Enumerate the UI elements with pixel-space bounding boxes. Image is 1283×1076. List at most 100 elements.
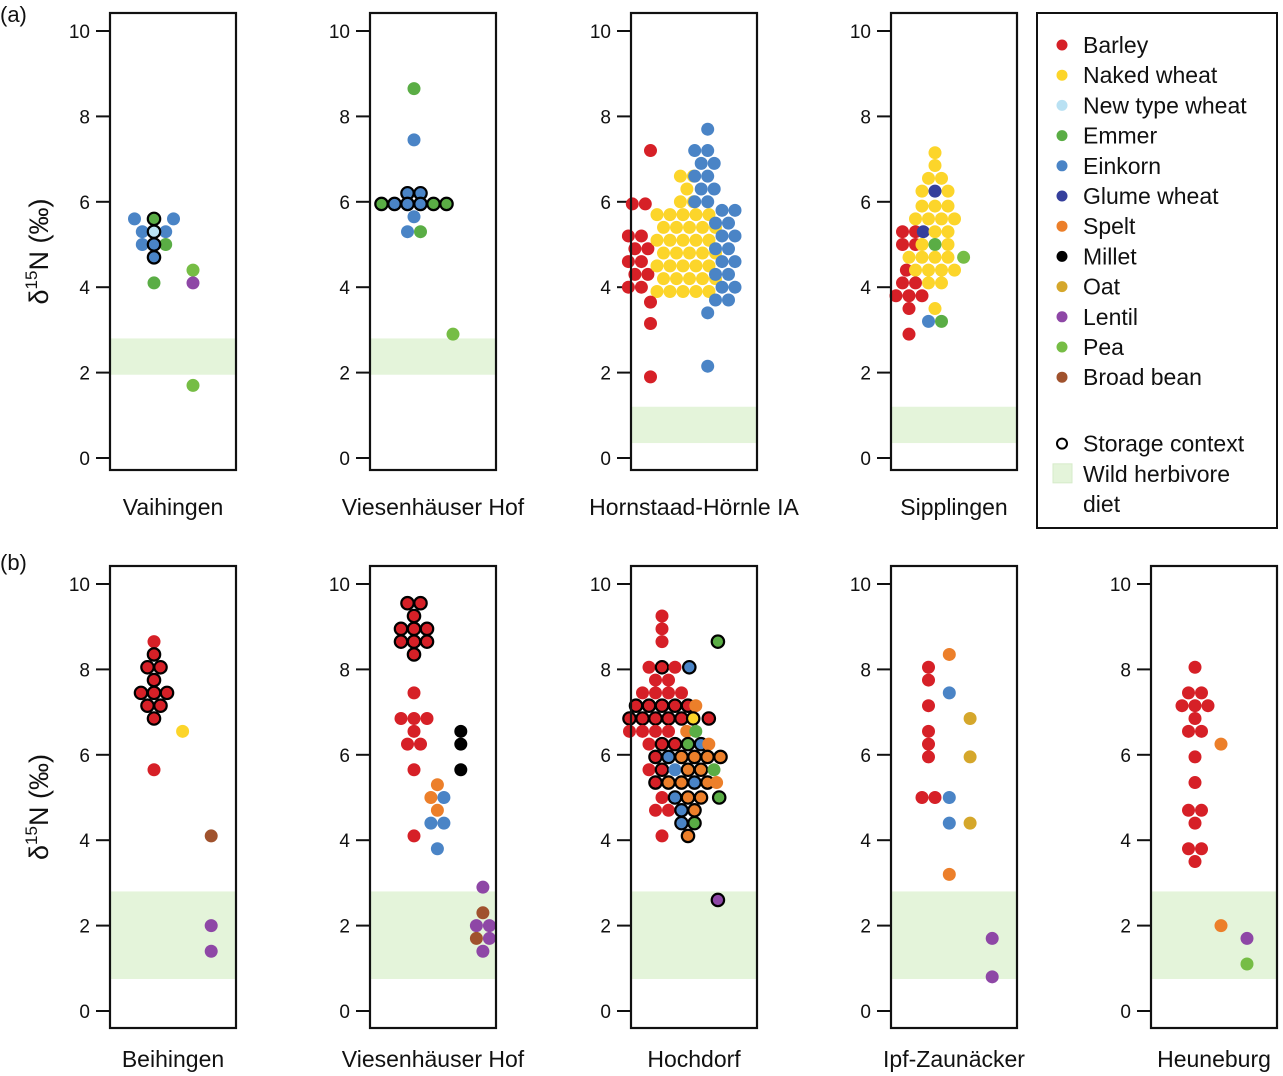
legend-marker-einkorn [1056,160,1068,172]
data-point-barley [662,686,675,700]
data-point-lentil [204,944,218,958]
data-point-barley [406,647,422,662]
wild-herbivore-band [891,891,1017,979]
data-point-naked-wheat [922,171,935,185]
y-tick-label: 2 [1120,917,1131,938]
data-point-millet [454,763,468,777]
data-point-naked-wheat [948,263,961,277]
data-point-emmer [935,314,948,328]
y-tick-label: 6 [1120,746,1131,767]
data-point-glume-wheat [928,184,942,198]
data-point-barley [922,737,935,751]
data-point-barley [655,635,669,649]
data-point-barley [922,699,935,713]
panel-frame [368,11,498,472]
data-point-einkorn [715,255,729,269]
data-point-barley [406,608,422,624]
y-tick-label: 0 [339,1002,350,1023]
data-point-barley [922,673,935,687]
data-point-einkorn [701,306,715,320]
y-tick-label: 10 [590,22,611,43]
y-tick-label: 8 [860,660,871,681]
data-point-spelt [674,775,689,790]
data-point-pea [446,327,460,341]
panel-tag: (b) [0,550,27,575]
data-point-einkorn [400,196,415,212]
data-point-einkorn [922,314,935,328]
data-point-naked-wheat [676,208,690,222]
y-tick-label: 8 [1120,660,1131,681]
data-point-naked-wheat [176,724,190,738]
data-point-emmer [707,763,721,777]
data-point-lentil [186,276,200,290]
data-point-emmer [159,238,173,251]
legend-label: Glume wheat [1083,183,1219,209]
panel-frame [108,11,238,472]
data-point-naked-wheat [902,250,916,264]
data-point-barley [655,791,669,804]
data-point-barley [922,750,935,764]
data-point-barley [641,698,657,713]
data-point-barley [420,712,434,726]
data-point-barley [636,724,649,738]
y-tick-label: 4 [79,278,90,299]
data-point-einkorn [722,216,735,230]
legend-label: Broad bean [1083,364,1202,390]
data-point-naked-wheat [657,220,670,234]
data-point-einkorn [437,791,451,804]
data-point-naked-wheat [941,250,955,264]
data-point-einkorn [728,229,742,243]
legend-label: diet [1083,491,1121,517]
data-point-barley [661,711,676,726]
data-point-naked-wheat [689,208,703,222]
data-point-lentil [204,919,218,933]
data-point-barley [649,673,662,687]
data-point-barley [634,255,648,269]
y-tick-label: 6 [339,193,350,214]
data-point-einkorn [709,242,722,256]
data-point-spelt [702,737,716,751]
y-tick-label: 0 [860,1002,871,1023]
y-tick-label: 6 [79,746,90,767]
data-point-einkorn [722,293,735,307]
wild-herbivore-band [110,338,236,375]
data-point-einkorn [688,195,702,209]
data-point-spelt [680,828,696,844]
data-point-lentil [469,919,483,933]
site-label: Heuneburg [1157,1046,1271,1072]
panel-frame [1149,564,1279,1030]
data-point-einkorn [707,182,721,196]
data-point-broad-bean [204,829,218,843]
data-point-einkorn [701,169,715,183]
data-point-lentil [476,880,490,894]
y-tick-label: 8 [339,107,350,128]
data-point-barley [146,685,162,701]
data-point-einkorn [722,242,735,256]
data-point-emmer [439,196,454,212]
data-point-barley [654,659,670,675]
data-point-naked-wheat [663,259,677,273]
panel-hochdorf: 0 2 4 6 8 10 Hochdorf [590,564,759,1072]
data-point-einkorn [146,237,162,252]
data-point-oat [963,712,977,726]
y-axis-label: δ15N (‰) [22,754,54,860]
data-point-naked-wheat [948,212,961,226]
data-point-spelt [680,724,694,738]
data-point-spelt [693,790,709,805]
data-point-einkorn [694,156,708,170]
y-tick-label: 2 [339,917,350,938]
data-point-naked-wheat [915,250,929,264]
data-point-barley [902,302,916,316]
data-point-emmer [928,238,942,251]
data-point-einkorn [674,815,689,831]
y-tick-label: 4 [860,831,871,852]
data-point-barley [642,763,656,777]
data-point-naked-wheat [928,199,942,213]
data-point-barley [644,144,657,158]
data-point-naked-wheat [928,302,942,316]
data-point-naked-wheat [663,284,677,298]
site-label: Hochdorf [647,1046,741,1072]
data-point-naked-wheat [676,259,690,273]
data-point-barley [648,775,663,790]
data-point-barley [896,238,909,251]
